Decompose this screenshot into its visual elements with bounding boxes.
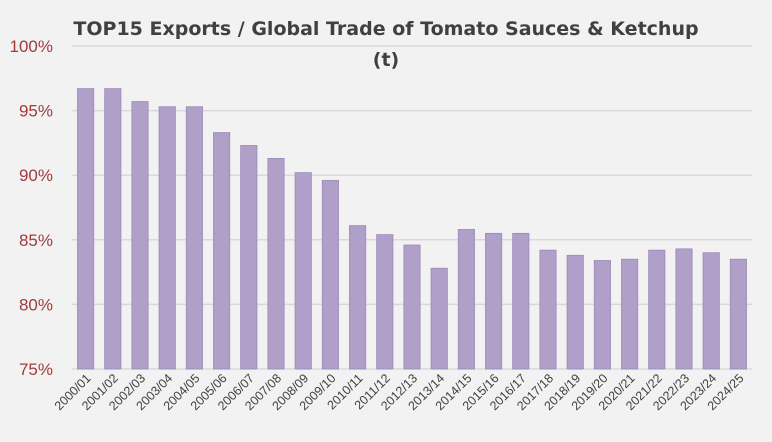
bar [349,225,367,370]
bar [566,254,584,370]
bar [403,244,421,370]
bar [675,248,693,370]
y-tick-label: 90% [19,166,53,185]
bar [430,267,448,370]
bar [294,172,312,370]
bar [702,252,720,370]
bar [321,179,339,370]
bar [512,232,530,370]
bar [240,145,258,370]
bar [593,260,611,370]
bar [213,132,231,370]
bar [376,234,394,370]
bar [158,106,176,370]
bar [267,158,285,370]
bar [539,249,557,370]
bar [648,249,666,370]
chart-subtitle: (t) [373,49,399,71]
y-tick-label: 80% [19,295,53,314]
bar [485,232,503,370]
y-tick-label: 75% [19,360,53,379]
bar [185,106,203,370]
bar [131,101,149,370]
y-tick-label: 85% [19,231,53,250]
bar [457,229,475,370]
bar [77,88,95,370]
bar [104,88,122,370]
bars [77,88,747,370]
y-tick-label: 95% [19,102,53,121]
bar [621,258,639,370]
y-tick-label: 100% [10,37,53,56]
gridlines [72,45,752,370]
chart-title: TOP15 Exports / Global Trade of Tomato S… [73,18,698,40]
y-axis: 75% 80% 85% 90% 95% 100% [10,37,53,379]
x-axis: 2000/012001/022002/032003/042004/052005/… [52,371,747,413]
bar [729,258,747,370]
